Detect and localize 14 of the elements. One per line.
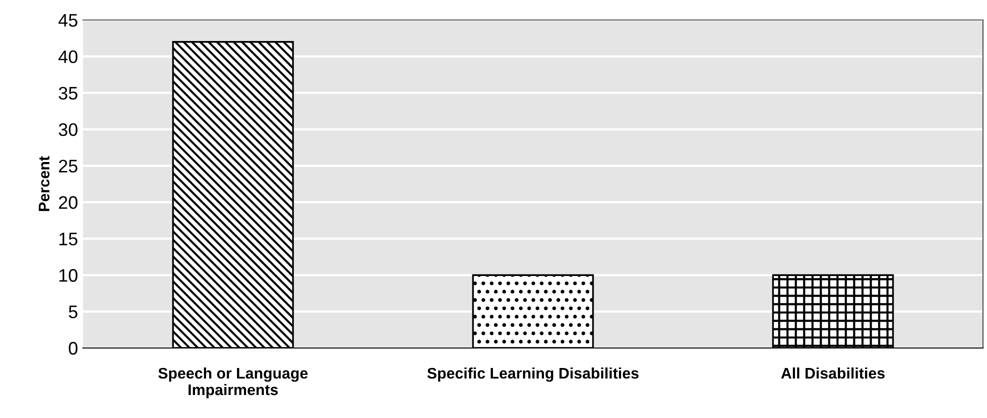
y-tick-label: 25 <box>58 160 78 172</box>
y-tick-label: 20 <box>58 196 78 209</box>
y-axis-title: Percent <box>38 156 50 211</box>
y-tick-label: 5 <box>68 306 78 318</box>
y-tick-label: 40 <box>58 50 78 64</box>
y-tick-label: 30 <box>58 123 78 136</box>
y-tick-label: 35 <box>58 86 78 100</box>
x-tick-label: Specific Learning Disabilities <box>427 367 639 382</box>
y-tick-label: 0 <box>68 342 78 355</box>
y-tick-label: 10 <box>59 269 78 282</box>
y-tick-label: 45 <box>58 14 78 27</box>
y-tick-label: 15 <box>59 232 78 246</box>
x-tick-label: Speech or Language Impairments <box>158 367 308 398</box>
x-tick-label: All Disabilities <box>781 367 885 379</box>
